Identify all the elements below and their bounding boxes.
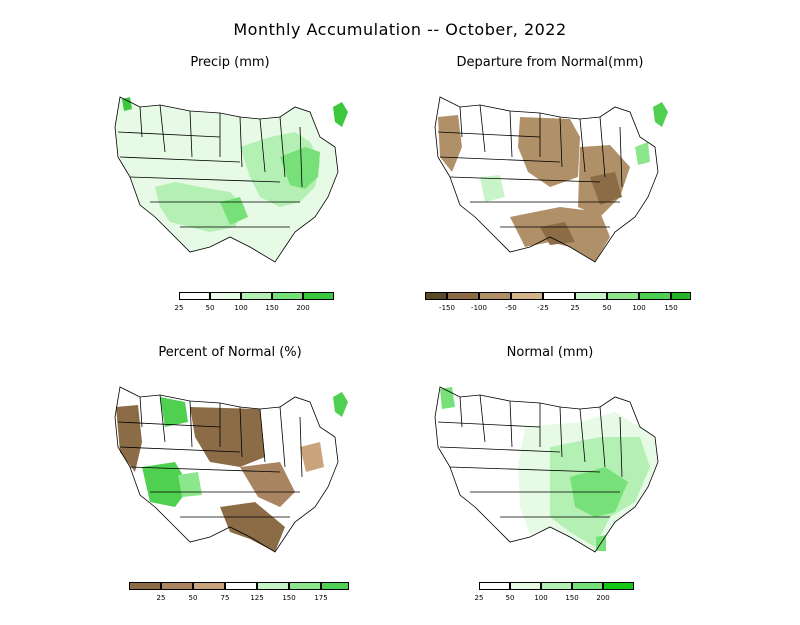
percent-tick: 150 [282,594,296,602]
departure-tick: -25 [537,304,549,312]
percent-field [115,387,348,552]
percent-tick: 75 [220,594,230,602]
departure-tick: -50 [505,304,517,312]
percent-tick: 25 [156,594,166,602]
normal-tick: 50 [505,594,515,602]
normal-tick: 100 [534,594,548,602]
precip-panel: Precip (mm) 25 50 100 150 200 [80,55,380,335]
normal-boundaries [434,386,659,553]
precip-tick: 25 [174,304,184,312]
departure-field [435,97,668,262]
departure-tick: 100 [632,304,646,312]
normal-field [435,387,658,552]
normal-tick: 200 [596,594,610,602]
percent-colorbar: 25 50 75 125 150 175 [115,582,415,612]
normal-tick: 25 [474,594,484,602]
precip-tick: 150 [265,304,279,312]
precip-field [115,97,348,262]
precip-panel-title: Precip (mm) [190,55,270,70]
departure-boundaries [434,96,659,263]
percent-tick: 125 [250,594,264,602]
normal-tick: 150 [565,594,579,602]
normal-panel-title: Normal (mm) [506,345,594,360]
percent-tick: 50 [188,594,198,602]
precip-map [114,96,348,263]
departure-tick: 150 [664,304,678,312]
precip-tick: 200 [296,304,310,312]
percent-panel-title: Percent of Normal (%) [158,345,302,360]
precip-tick: 100 [234,304,248,312]
precip-colorbar: 25 50 100 150 200 [145,292,445,322]
normal-colorbar: 25 50 100 150 200 [445,582,745,612]
departure-panel-title: Departure from Normal(mm) [456,55,644,70]
precip-boundaries [114,96,339,263]
figure-title: Monthly Accumulation -- October, 2022 [233,20,567,39]
departure-colorbar: -150 -100 -50 -25 25 50 100 150 [405,292,705,322]
departure-tick: -150 [439,304,455,312]
percent-map [114,386,348,553]
departure-panel: Departure from Normal(mm) -150 [400,55,700,335]
departure-map [434,96,668,263]
departure-tick: 25 [570,304,580,312]
percent-boundaries [114,386,339,553]
percent-tick: 175 [314,594,328,602]
departure-tick: -100 [471,304,487,312]
percent-panel: Percent of Normal (%) 25 50 75 [80,345,380,625]
departure-tick: 50 [602,304,612,312]
normal-panel: Normal (mm) 25 50 100 150 200 [400,345,700,625]
normal-map [434,386,659,553]
precip-tick: 50 [205,304,215,312]
